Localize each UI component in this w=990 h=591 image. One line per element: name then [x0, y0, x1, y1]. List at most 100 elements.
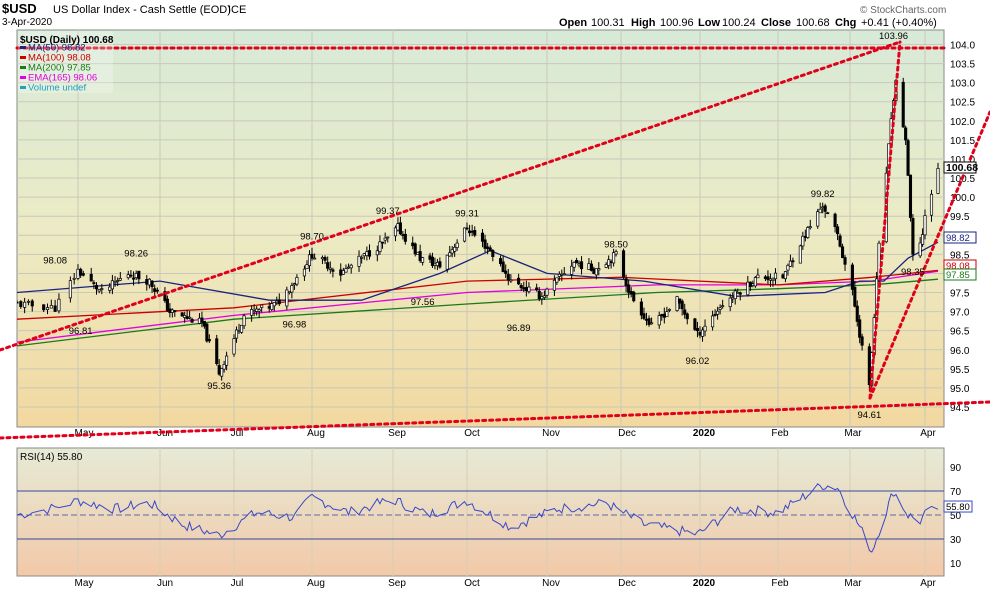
price-bar-body — [76, 268, 80, 279]
legend-box — [18, 31, 113, 93]
price-bar-body — [685, 313, 689, 320]
price-bar-body — [700, 329, 705, 337]
price-bar-body — [453, 246, 457, 252]
rsi-x-tick-label: Apr — [920, 578, 936, 589]
price-bar-body — [816, 211, 820, 227]
rsi-line — [17, 483, 939, 553]
price-bar-body — [680, 300, 684, 310]
price-y-tick-label: 99.5 — [950, 212, 970, 223]
trend-lines — [0, 40, 990, 440]
price-bar-body — [798, 245, 802, 264]
price-x-tick-label: Mar — [844, 428, 862, 439]
price-bar-body — [79, 268, 83, 276]
price-bar-body — [545, 288, 549, 296]
price-bar-body — [393, 227, 398, 237]
price-y-tick-label: 96.0 — [950, 346, 970, 357]
price-bar-body — [357, 255, 361, 267]
price-bar-body — [237, 330, 241, 332]
legend-entry: EMA(165) 98.06 — [28, 73, 97, 84]
price-y-tick-label: 101.5 — [950, 136, 975, 147]
price-bar-body — [542, 295, 546, 298]
price-bar-body — [285, 289, 289, 307]
price-bar-body — [501, 261, 505, 273]
price-bar-body — [200, 317, 204, 323]
price-bar-body — [411, 242, 415, 247]
price-point-label: 94.61 — [857, 410, 881, 421]
legend-swatch — [20, 66, 26, 69]
price-y-tick-label: 95.0 — [950, 384, 970, 395]
price-bar-body — [302, 268, 307, 277]
rsi-x-tick-label: Sep — [388, 578, 406, 589]
price-point-label: 98.50 — [604, 239, 628, 250]
last-value-tag — [943, 268, 977, 281]
price-bar-body — [19, 301, 23, 307]
price-bar-body — [524, 287, 528, 292]
low-value: 100.24 — [722, 17, 756, 29]
price-y-tick-label: 103.5 — [950, 60, 975, 71]
price-bar-body — [313, 257, 317, 260]
ma100-line — [17, 269, 939, 320]
price-bar-body — [756, 274, 760, 279]
price-bar-body — [647, 318, 651, 325]
price-bar-body — [527, 286, 531, 292]
price-bar-body — [818, 208, 822, 214]
watermark: © StockCharts.com — [860, 5, 946, 16]
price-bar-body — [433, 262, 437, 266]
price-bar-body — [255, 308, 259, 312]
price-bar-body — [396, 223, 400, 231]
price-bar-body — [535, 287, 539, 291]
price-bar-body — [307, 254, 312, 266]
price-bar-body — [81, 273, 85, 276]
price-bar-body — [936, 168, 940, 194]
price-bar-body — [23, 301, 27, 308]
price-bar-body — [621, 250, 626, 278]
last-value-tag — [943, 161, 977, 174]
price-bar-body — [540, 296, 544, 300]
rsi-last-text: 55.80 — [946, 502, 970, 513]
price-bar-body — [577, 263, 581, 266]
price-bar-body — [587, 263, 591, 270]
price-bar-body — [597, 268, 601, 271]
price-bar-body — [480, 232, 485, 242]
price-bar-body — [403, 233, 407, 242]
rsi-x-tick-label: Dec — [618, 578, 636, 589]
price-bar-body — [695, 328, 700, 332]
price-bar-body — [53, 305, 57, 312]
exchange: ICE — [228, 4, 246, 16]
price-bar-body — [821, 206, 825, 209]
price-bar-body — [843, 257, 847, 265]
price-bar-body — [110, 280, 114, 290]
price-y-tick-label: 98.5 — [950, 250, 970, 261]
price-bar-body — [113, 281, 117, 284]
rsi-y-tick-label: 50 — [950, 511, 962, 522]
price-bar-body — [733, 290, 737, 300]
last-value-text: 98.82 — [946, 233, 970, 244]
price-bar-body — [612, 252, 616, 264]
price-bar-body — [92, 282, 96, 284]
price-bar-body — [292, 283, 296, 286]
price-y-tick-label: 102.5 — [950, 98, 975, 109]
price-y-tick-label: 96.5 — [950, 327, 970, 338]
price-bar-body — [455, 242, 459, 248]
price-bar-body — [118, 278, 122, 281]
price-bar-body — [906, 140, 910, 176]
price-bar-body — [320, 257, 325, 260]
rsi-x-tick-label: Nov — [542, 578, 560, 589]
price-bar-body — [94, 284, 99, 290]
price-bar-body — [413, 243, 417, 255]
price-bar-body — [100, 288, 104, 290]
price-x-tick-label: Oct — [464, 428, 480, 439]
price-bar-body — [310, 253, 314, 259]
price-bar-body — [257, 309, 261, 312]
price-bar-body — [650, 322, 654, 325]
price-bar-body — [173, 310, 177, 313]
price-bar-body — [401, 234, 405, 236]
high-value: 100.96 — [660, 17, 694, 29]
price-bar-body — [788, 260, 792, 267]
last-value-text: 98.08 — [946, 261, 970, 272]
price-bar-body — [904, 127, 908, 141]
price-bar-body — [462, 227, 467, 242]
price-x-tick-label: Sep — [388, 428, 406, 439]
price-bar-body — [163, 291, 167, 301]
